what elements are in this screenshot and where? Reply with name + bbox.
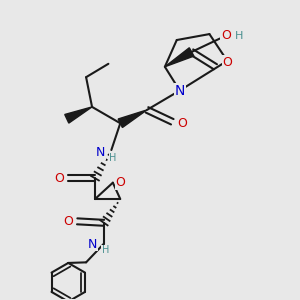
Text: O: O [54, 172, 64, 185]
Text: N: N [175, 84, 185, 98]
Text: O: O [221, 29, 231, 42]
Text: O: O [222, 56, 232, 69]
Text: O: O [177, 117, 187, 130]
Text: N: N [88, 238, 98, 251]
Text: H: H [235, 31, 243, 40]
Polygon shape [118, 110, 147, 128]
Text: N: N [96, 146, 105, 160]
Text: H: H [109, 153, 116, 163]
Polygon shape [165, 48, 194, 67]
Text: H: H [102, 245, 109, 255]
Polygon shape [65, 107, 92, 123]
Text: O: O [63, 215, 73, 228]
Text: O: O [115, 176, 125, 189]
